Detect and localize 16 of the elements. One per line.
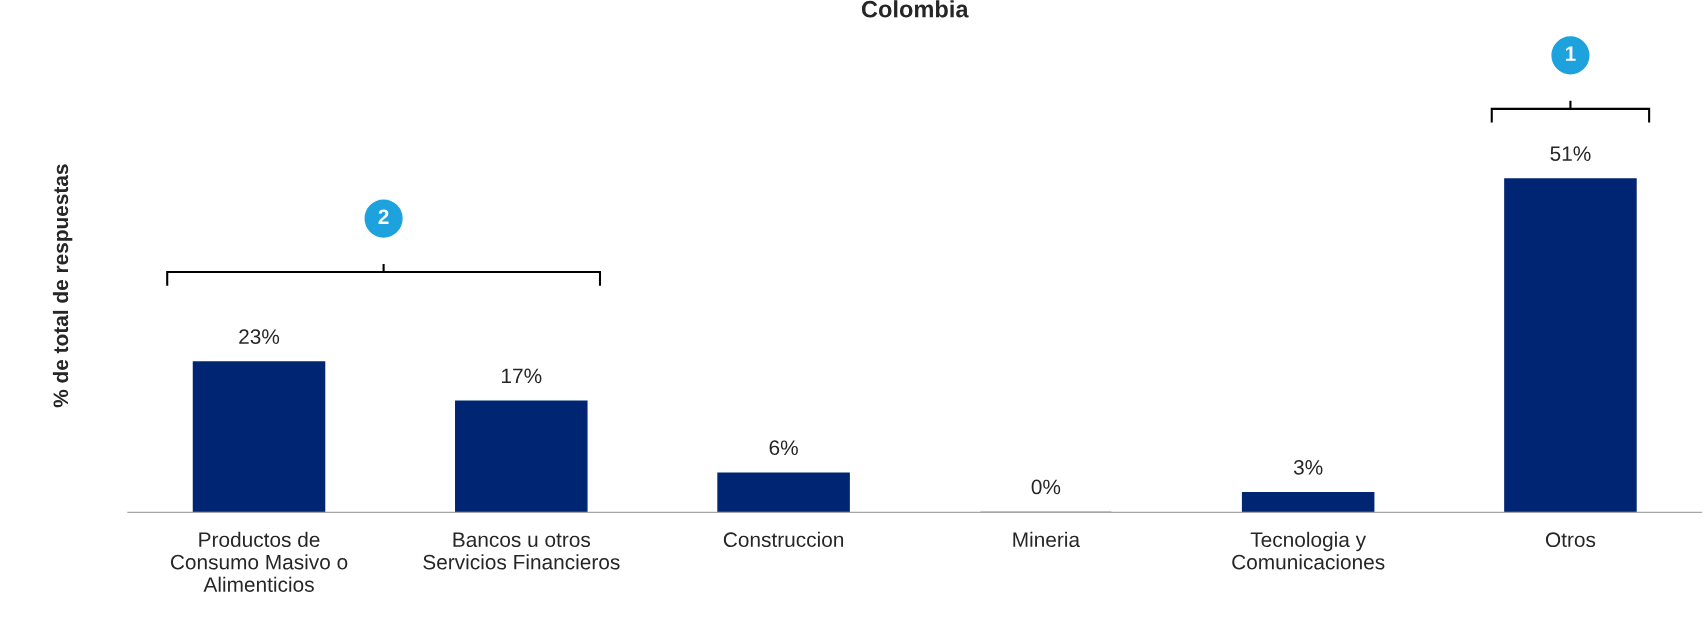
text: 1: [1565, 46, 1576, 61]
annotation: 2: [378, 209, 389, 224]
x-tick-label: Tecnologia y Comunicaciones: [1232, 531, 1385, 570]
data-label: 17%: [502, 368, 542, 384]
data-label: 3%: [1293, 459, 1323, 475]
x-tick-label: Otros: [1545, 532, 1596, 548]
x-tick-label: Bancos u otros Servicios Financieros: [423, 532, 620, 570]
chart-title: Colombia: [861, 0, 969, 18]
x-tick-label: Mineria: [1013, 531, 1081, 548]
data-label: 6%: [769, 440, 798, 456]
data-label: 51%: [1550, 146, 1591, 161]
x-tick-label: Construccion: [723, 531, 844, 548]
x-tick-label: Productos de Consumo Masivo o Alimenticios: [170, 531, 348, 592]
data-label: 0%: [1031, 479, 1061, 495]
data-label: 23%: [239, 329, 280, 344]
y-axis-title: % de total de respuestas: [52, 164, 73, 408]
